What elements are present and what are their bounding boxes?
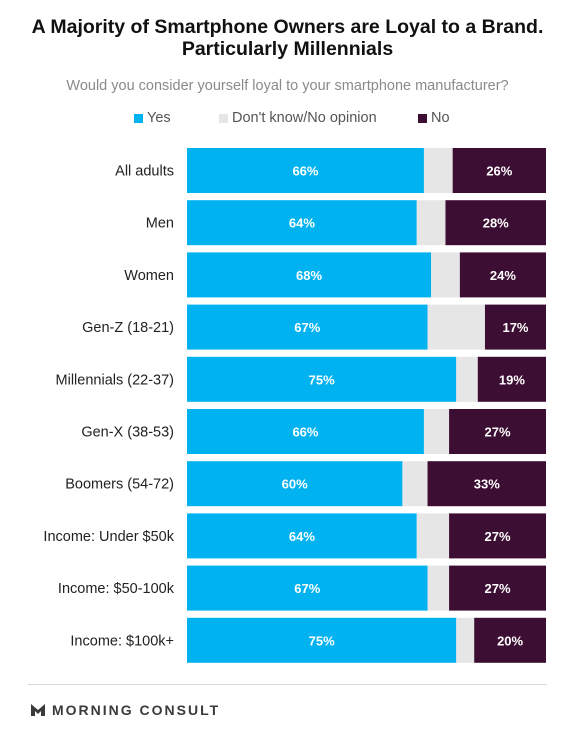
bar-segment [456, 356, 478, 402]
bar-segment [187, 617, 457, 663]
bar-segment [187, 200, 417, 246]
chart-subtitle: Would you consider yourself loyal to you… [66, 78, 509, 94]
legend-swatch-yes [134, 113, 143, 123]
category-label: Income: $100k+ [70, 633, 174, 649]
data-label: 27% [485, 581, 511, 596]
legend-swatch-dont-know [219, 113, 228, 123]
legend-item-yes: Yes [134, 110, 171, 126]
legend-label-no: No [431, 110, 450, 126]
bar-segment [187, 565, 428, 611]
bar-segment [427, 565, 450, 611]
category-label: All adults [115, 164, 174, 180]
bar-segment [459, 252, 546, 298]
brand-logo: MORNING CONSULT [30, 702, 220, 718]
data-label: 19% [499, 372, 525, 387]
legend-swatch-no [418, 113, 427, 123]
title-line-1: A Majority of Smartphone Owners are Loya… [31, 16, 544, 38]
bar-segment [187, 461, 403, 507]
bar-segment [187, 513, 417, 559]
bar-segment [484, 304, 546, 350]
bar-segment [449, 565, 546, 611]
data-label: 17% [502, 320, 528, 335]
data-label: 24% [490, 268, 516, 283]
data-label: 26% [486, 164, 512, 179]
data-label: 64% [289, 216, 315, 231]
data-label: 75% [309, 633, 335, 648]
brand-name: MORNING CONSULT [52, 702, 221, 718]
category-label: Men [146, 216, 174, 232]
bar-segment [423, 409, 450, 454]
bar-segment [449, 409, 546, 454]
data-label: 64% [289, 529, 315, 544]
bar-segment [474, 617, 546, 663]
bar-segment [452, 148, 546, 193]
category-label: Millennials (22-37) [56, 372, 174, 388]
data-label: 28% [483, 216, 509, 231]
category-label: Income: $50-100k [58, 581, 175, 597]
bar-segment [431, 252, 460, 298]
data-label: 68% [296, 268, 322, 283]
chart-title: A Majority of Smartphone Owners are Loya… [0, 16, 575, 60]
legend-item-dont-know: Don't know/No opinion [219, 110, 377, 126]
data-label: 27% [485, 425, 511, 440]
bar-segment [416, 513, 450, 559]
bar-segment [416, 200, 446, 246]
data-label: 67% [294, 320, 320, 335]
data-label: 33% [474, 477, 500, 492]
stacked-bar-chart: All adults 66% 26% Men 64% 28% Women 68% 24% Gen-… [43, 148, 546, 663]
bar-segment [187, 356, 457, 402]
bar-segment [423, 148, 453, 193]
legend-label-dont-know: Don't know/No opinion [232, 110, 377, 126]
bar-segment [456, 617, 475, 663]
bar-segment [187, 304, 428, 350]
legend-label-yes: Yes [147, 110, 171, 126]
morning-consult-mark-icon [31, 704, 45, 716]
bar-segment [449, 513, 546, 559]
category-label: Women [124, 268, 174, 284]
bar-segment [402, 461, 428, 507]
data-label: 27% [485, 529, 511, 544]
bar-segment [187, 252, 432, 298]
data-label: 67% [294, 581, 320, 596]
bar-segment [427, 461, 546, 507]
data-label: 75% [309, 372, 335, 387]
legend: Yes Don't know/No opinion No [0, 110, 575, 130]
category-label: Boomers (54-72) [65, 477, 174, 493]
category-label: Income: Under $50k [43, 529, 174, 545]
title-line-2: Particularly Millennials [181, 38, 394, 60]
bar-segment [187, 148, 424, 193]
bar-segment [427, 304, 485, 350]
bar-segment [477, 356, 546, 402]
category-label: Gen-Z (18-21) [82, 320, 174, 336]
footer-divider [28, 684, 547, 685]
data-label: 66% [292, 425, 318, 440]
category-label: Gen-X (38-53) [81, 425, 174, 441]
bar-segment [187, 409, 424, 454]
legend-item-no: No [418, 110, 450, 126]
bar-segment [445, 200, 546, 246]
data-label: 60% [282, 477, 308, 492]
data-label: 66% [292, 164, 318, 179]
data-label: 20% [497, 633, 523, 648]
